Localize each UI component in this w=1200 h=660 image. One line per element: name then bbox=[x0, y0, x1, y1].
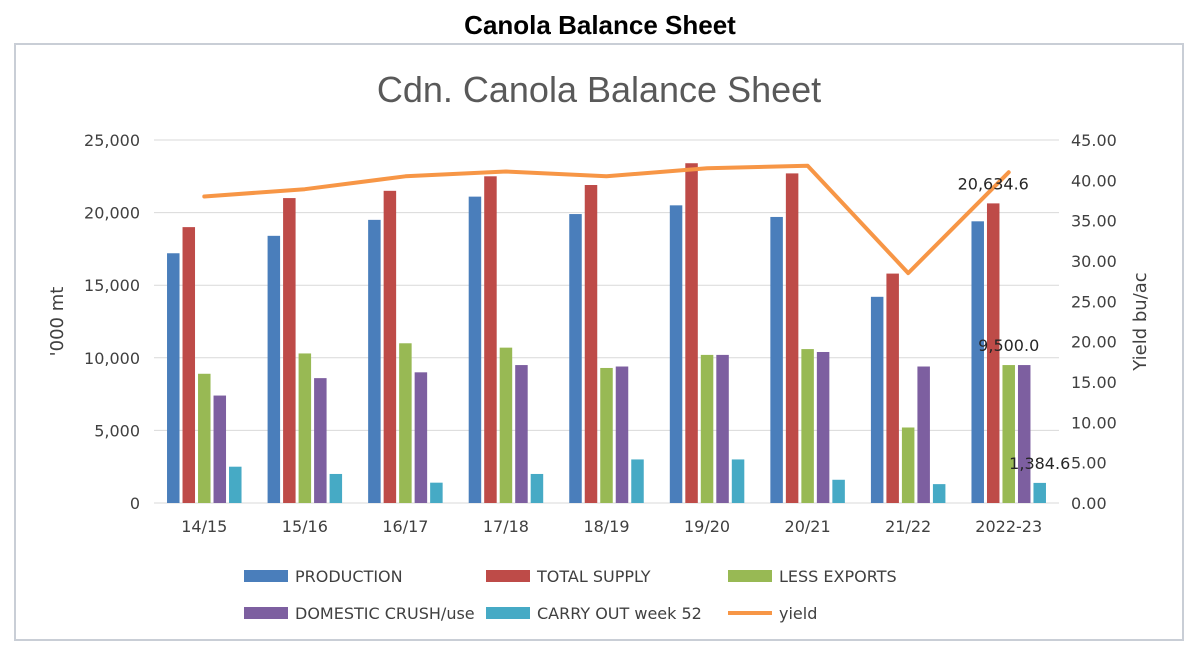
bar-production bbox=[569, 214, 582, 503]
y2-tick-label: 5.00 bbox=[1071, 454, 1107, 473]
bar-production bbox=[669, 205, 683, 503]
y-tick-label: 10,000 bbox=[84, 349, 140, 368]
bar-total_supply bbox=[383, 190, 397, 503]
bar-carry_out bbox=[1033, 482, 1046, 503]
bar-carry_out bbox=[832, 479, 845, 503]
bar-less_exports bbox=[600, 367, 613, 503]
bar-production bbox=[870, 296, 884, 503]
bar-carry_out bbox=[631, 459, 644, 503]
y2-tick-label: 0.00 bbox=[1071, 494, 1107, 513]
bar-less_exports bbox=[298, 353, 312, 503]
data-label: 9,500.0 bbox=[978, 336, 1039, 355]
y2-tick-label: 10.00 bbox=[1071, 413, 1117, 432]
data-label: 20,634.6 bbox=[958, 174, 1029, 193]
legend-swatch-less_exports bbox=[728, 570, 772, 582]
legend-swatch-total_supply bbox=[486, 570, 530, 582]
bar-total_supply bbox=[685, 163, 698, 503]
y2-tick-label: 20.00 bbox=[1071, 333, 1117, 352]
bar-production bbox=[468, 196, 482, 504]
bar-total_supply bbox=[785, 173, 799, 503]
bar-domestic_crush bbox=[615, 366, 629, 503]
x-tick-label: 19/20 bbox=[684, 517, 730, 536]
x-tick-label: 14/15 bbox=[181, 517, 227, 536]
legend-label: LESS EXPORTS bbox=[779, 567, 897, 586]
bar-less_exports bbox=[399, 343, 412, 503]
x-tick-label: 18/19 bbox=[583, 517, 629, 536]
bar-less_exports bbox=[499, 347, 513, 503]
y-tick-label: 0 bbox=[130, 494, 140, 513]
bar-less_exports bbox=[700, 354, 714, 503]
x-tick-label: 17/18 bbox=[483, 517, 529, 536]
y-tick-label: 15,000 bbox=[84, 276, 140, 295]
legend-swatch-domestic_crush bbox=[244, 607, 288, 619]
legend-label: TOTAL SUPPLY bbox=[536, 567, 651, 586]
y2-tick-label: 45.00 bbox=[1071, 131, 1117, 150]
bar-domestic_crush bbox=[816, 351, 830, 503]
legend-label: PRODUCTION bbox=[295, 567, 403, 586]
bar-carry_out bbox=[430, 482, 443, 503]
bar-carry_out bbox=[229, 466, 242, 503]
bar-total_supply bbox=[484, 176, 497, 504]
y-tick-label: 25,000 bbox=[84, 131, 140, 150]
legend-label: yield bbox=[779, 604, 817, 623]
bar-production bbox=[267, 235, 281, 503]
bar-total_supply bbox=[986, 203, 1000, 503]
bar-carry_out bbox=[731, 459, 745, 503]
x-tick-label: 20/21 bbox=[785, 517, 831, 536]
y2-axis-label: Yield bu/ac bbox=[1130, 272, 1151, 371]
bar-less_exports bbox=[1002, 365, 1015, 503]
chart-frame: Cdn. Canola Balance Sheet 0 5,000 10,000 15,… bbox=[14, 43, 1184, 641]
y2-tick-label: 25.00 bbox=[1071, 292, 1117, 311]
bar-domestic_crush bbox=[917, 366, 930, 503]
bar-production bbox=[971, 221, 984, 503]
y2-tick-label: 35.00 bbox=[1071, 212, 1117, 231]
legend-swatch-production bbox=[244, 570, 288, 582]
bar-production bbox=[167, 253, 180, 503]
data-label: 1,384.6 bbox=[1009, 454, 1070, 473]
y2-tick-label: 15.00 bbox=[1071, 373, 1117, 392]
bar-domestic_crush bbox=[716, 354, 729, 503]
bar-total_supply bbox=[584, 185, 598, 503]
bar-domestic_crush bbox=[414, 372, 428, 503]
line-yield bbox=[202, 163, 1011, 276]
chart: Cdn. Canola Balance Sheet 0 5,000 10,000 15,… bbox=[47, 69, 1151, 623]
y2-tick-label: 30.00 bbox=[1071, 252, 1117, 271]
x-tick-label: 16/17 bbox=[382, 517, 428, 536]
bar-domestic_crush bbox=[515, 365, 528, 503]
y-axis-label: '000 mt bbox=[47, 287, 68, 357]
bar-total_supply bbox=[182, 227, 196, 503]
x-tick-label: 15/16 bbox=[282, 517, 328, 536]
bar-domestic_crush bbox=[314, 378, 327, 503]
bar-total_supply bbox=[886, 273, 899, 503]
bar-less_exports bbox=[198, 373, 211, 503]
bar-total_supply bbox=[283, 198, 296, 503]
bar-carry_out bbox=[530, 473, 544, 503]
legend-label: DOMESTIC CRUSH/use bbox=[295, 604, 475, 623]
legend-swatch-carry_out bbox=[486, 607, 530, 619]
bar-production bbox=[368, 219, 381, 504]
bar-less_exports bbox=[901, 427, 915, 503]
legend-label: CARRY OUT week 52 bbox=[537, 604, 702, 623]
y2-tick-label: 40.00 bbox=[1071, 171, 1117, 190]
bar-domestic_crush bbox=[1017, 365, 1031, 503]
y-tick-label: 5,000 bbox=[94, 421, 140, 440]
bar-domestic_crush bbox=[213, 395, 227, 503]
x-tick-label: 2022-23 bbox=[975, 517, 1042, 536]
bar-carry_out bbox=[932, 484, 946, 503]
chart-title: Cdn. Canola Balance Sheet bbox=[377, 69, 821, 110]
bar-less_exports bbox=[801, 349, 814, 503]
page-title: Canola Balance Sheet bbox=[464, 10, 736, 40]
x-tick-label: 21/22 bbox=[885, 517, 931, 536]
bar-carry_out bbox=[329, 473, 343, 503]
y-tick-label: 20,000 bbox=[84, 204, 140, 223]
bar-production bbox=[770, 216, 783, 503]
